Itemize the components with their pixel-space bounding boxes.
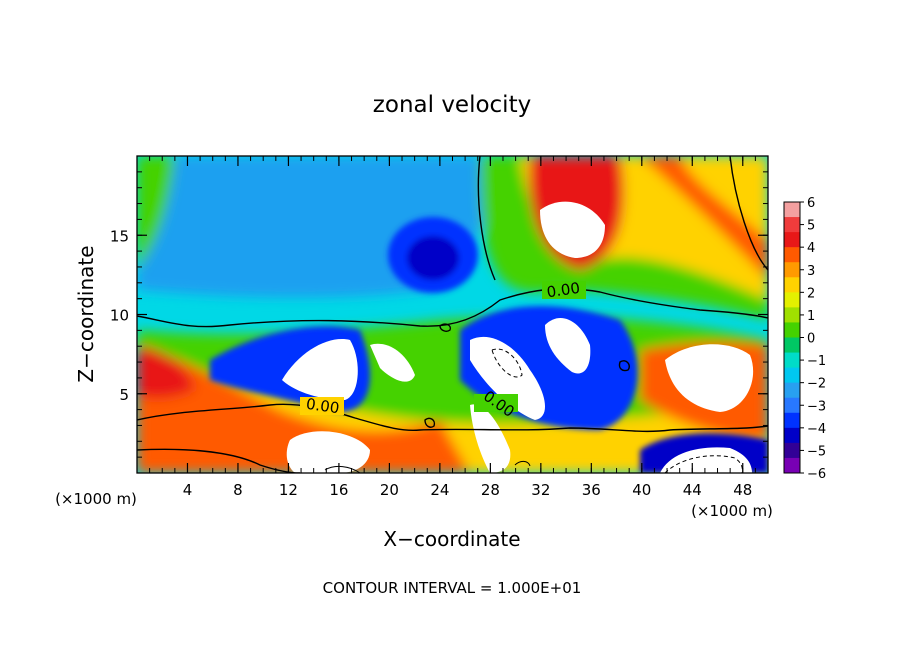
heatmap-field: 0.00 0.00 0.00: [137, 156, 768, 473]
max-region-7: [470, 404, 511, 473]
colorbar: 6 5 4 3 2 1 0 −1 −2 −3 −4 −5 −6: [783, 196, 826, 482]
contour-zero-upper: [137, 288, 768, 328]
dashed-contour-1: [491, 348, 523, 378]
colorbar-swatch: [784, 352, 800, 369]
colorbar-swatch: [784, 412, 800, 429]
max-region-5: [470, 336, 546, 420]
colorbar-swatch: [784, 457, 800, 474]
colorbar-swatch: [784, 427, 800, 444]
contour-zero-right: [729, 156, 768, 271]
dark-blue-core-inner: [407, 236, 459, 280]
label-gap-2: [300, 397, 344, 415]
contour-lines: [137, 156, 768, 473]
negative-contours: [491, 348, 743, 473]
x-tick-label: 32: [531, 481, 550, 499]
colorbar-swatch: [784, 202, 800, 218]
colorbar-swatch: [784, 277, 800, 293]
contour-label-1: 0.00: [546, 279, 582, 301]
colorbar-swatch: [784, 442, 800, 459]
chart-title: zonal velocity: [373, 92, 531, 118]
contour-small-2: [424, 417, 436, 428]
colorbar-tick-label: 4: [807, 241, 815, 256]
contour-zero-lower: [137, 403, 768, 433]
colorbar-tick-label: 1: [807, 309, 815, 324]
colorbar-swatch: [784, 262, 800, 278]
x-axis-label: X−coordinate: [383, 527, 520, 551]
x-tick-label: 8: [233, 481, 243, 499]
colorbar-swatch: [784, 337, 800, 354]
left-red-region: [137, 345, 195, 399]
colorbar-tick-label: −5: [807, 444, 826, 459]
colorbar-swatch: [784, 397, 800, 414]
small-contour-a: [324, 465, 361, 473]
label-gap-1: [542, 281, 586, 299]
colorbar-swatch: [784, 307, 800, 323]
colorbar-swatch: [784, 232, 800, 248]
max-regions: [282, 201, 754, 473]
x-tick-label: 36: [582, 481, 601, 499]
contour-small-1: [439, 323, 452, 332]
colorbar-tick-label: 3: [807, 264, 815, 279]
x-tick-label: 4: [183, 481, 193, 499]
colorbar-tick-label: −6: [807, 467, 826, 482]
colorbar-swatch: [784, 382, 800, 399]
colorbar-tick-label: 2: [807, 286, 815, 301]
max-region-2: [370, 343, 415, 382]
colorbar-tick-label: 0: [807, 332, 815, 347]
small-contour-b: [514, 460, 531, 467]
min-region-1: [660, 447, 752, 473]
colorbar-tick-label: −1: [807, 354, 826, 369]
x-tick-label: 12: [279, 481, 298, 499]
colorbar-swatch: [784, 217, 800, 233]
x-tick-label: 44: [683, 481, 702, 499]
max-region-8: [286, 431, 370, 473]
contour-zero-bottom: [137, 448, 301, 473]
colorbar-swatch: [784, 322, 800, 338]
green-band-left: [137, 156, 175, 270]
colorbar-tick-label: −2: [807, 377, 826, 392]
y-axis-label: Z−coordinate: [74, 245, 98, 382]
contour-zero-vertical: [477, 156, 496, 281]
colorbar-tick-label: −4: [807, 422, 826, 437]
label-gap-3: [474, 394, 518, 412]
max-region-6: [665, 344, 754, 412]
colorbar-swatch: [784, 247, 800, 263]
colorbar-tick-label: 5: [807, 219, 815, 234]
y-unit-label: (×1000 m): [55, 490, 137, 508]
x-tick-label: 16: [329, 481, 348, 499]
x-tick-label: 20: [380, 481, 399, 499]
max-region-1: [282, 339, 358, 400]
y-tick-label: 15: [110, 227, 129, 245]
x-unit-label: (×1000 m): [691, 502, 773, 520]
y-tick-label: 5: [119, 386, 129, 404]
y-tick-label: 10: [110, 307, 129, 325]
positive-small-contours: [324, 460, 531, 473]
upper-orange-region: [530, 156, 768, 280]
max-region-3: [540, 201, 605, 258]
contour-small-3: [618, 360, 630, 372]
colorbar-tick-label: 6: [807, 196, 815, 211]
colorbar-swatch: [784, 292, 800, 308]
colorbar-swatch: [784, 367, 800, 384]
colorbar-tick-label: −3: [807, 399, 826, 414]
lower-orange-region: [137, 345, 470, 473]
x-tick-label: 28: [481, 481, 500, 499]
contour-interval-text: CONTOUR INTERVAL = 1.000E+01: [323, 579, 582, 597]
x-tick-label: 40: [632, 481, 651, 499]
x-tick-label: 48: [733, 481, 752, 499]
max-region-4: [545, 317, 591, 374]
contour-label-2: 0.00: [305, 395, 341, 417]
x-tick-label: 24: [430, 481, 449, 499]
